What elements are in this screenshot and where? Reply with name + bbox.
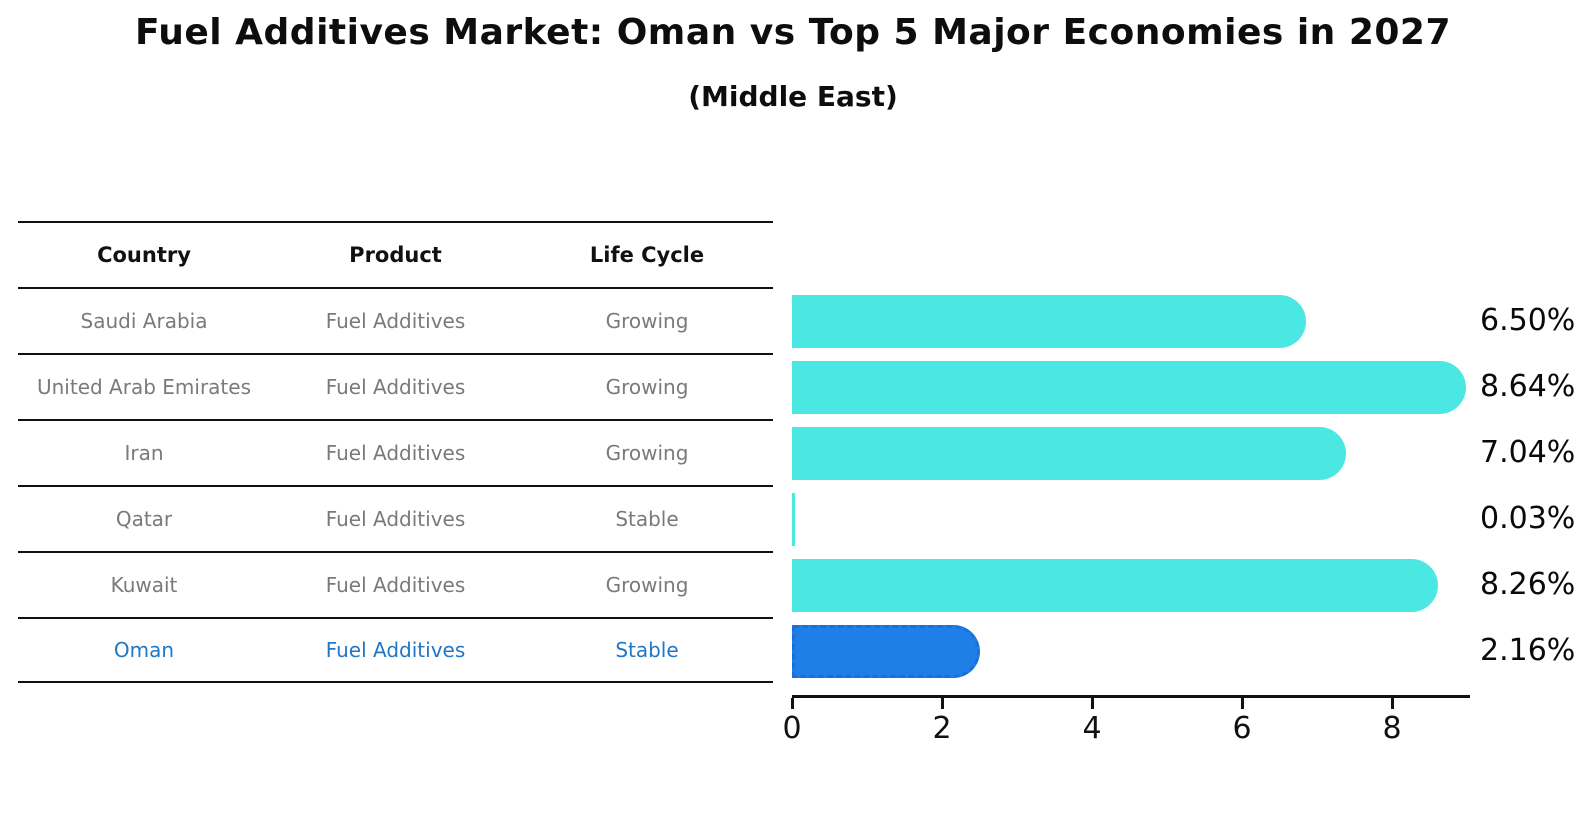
table-row: United Arab Emirates Fuel Additives Growin… bbox=[18, 353, 773, 419]
bar-oman bbox=[792, 624, 980, 678]
cell-life-cycle: Stable bbox=[615, 507, 679, 531]
value-label: 8.64% bbox=[1480, 369, 1576, 404]
page-title: Fuel Additives Market: Oman vs Top 5 Maj… bbox=[134, 12, 1452, 53]
column-header-country: Country bbox=[97, 243, 191, 267]
cell-life-cycle: Growing bbox=[605, 441, 689, 465]
cell-product: Fuel Additives bbox=[325, 375, 466, 399]
bar-qatar bbox=[792, 492, 795, 546]
cell-product: Fuel Additives bbox=[325, 638, 466, 662]
cell-country: Iran bbox=[124, 441, 164, 465]
table-row: Qatar Fuel Additives Stable bbox=[18, 485, 773, 551]
table-row: Saudi Arabia Fuel Additives Growing bbox=[18, 287, 773, 353]
country-data-table: Country Product Life Cycle Saudi Arabia F… bbox=[18, 221, 773, 683]
column-header-life-cycle: Life Cycle bbox=[589, 243, 705, 267]
cell-life-cycle: Stable bbox=[615, 638, 679, 662]
column-header-product: Product bbox=[349, 243, 442, 267]
x-axis-tick-label: 8 bbox=[1382, 711, 1402, 746]
cell-life-cycle: Growing bbox=[605, 375, 689, 399]
bar-united-arab-emirates bbox=[792, 360, 1466, 414]
value-label: 0.03% bbox=[1480, 501, 1576, 536]
value-label: 8.26% bbox=[1480, 567, 1576, 602]
x-axis-tick bbox=[790, 698, 794, 709]
table-row: Iran Fuel Additives Growing bbox=[18, 419, 773, 485]
cell-country: United Arab Emirates bbox=[36, 375, 251, 399]
x-axis-tick bbox=[1240, 698, 1244, 709]
table-header-row: Country Product Life Cycle bbox=[18, 221, 773, 287]
value-label: 7.04% bbox=[1480, 435, 1576, 470]
x-axis-tick-label: 4 bbox=[1082, 711, 1102, 746]
cell-country: Qatar bbox=[115, 507, 173, 531]
cell-life-cycle: Growing bbox=[605, 573, 689, 597]
cell-country: Oman bbox=[113, 638, 175, 662]
bar-kuwait bbox=[792, 558, 1438, 612]
table-row: Oman Fuel Additives Stable bbox=[18, 617, 773, 683]
x-axis-tick-label: 2 bbox=[932, 711, 952, 746]
cell-product: Fuel Additives bbox=[325, 441, 466, 465]
x-axis-tick-label: 0 bbox=[782, 711, 802, 746]
cell-country: Kuwait bbox=[110, 573, 178, 597]
x-axis-tick-label: 6 bbox=[1232, 711, 1252, 746]
cell-life-cycle: Growing bbox=[605, 309, 689, 333]
cell-product: Fuel Additives bbox=[325, 507, 466, 531]
bar-saudi-arabia bbox=[792, 294, 1306, 348]
x-axis-tick bbox=[1390, 698, 1394, 709]
bar-iran bbox=[792, 426, 1346, 480]
x-axis-tick bbox=[940, 698, 944, 709]
cell-country: Saudi Arabia bbox=[80, 309, 208, 333]
cell-product: Fuel Additives bbox=[325, 309, 466, 333]
x-axis-tick bbox=[1090, 698, 1094, 709]
x-axis-line bbox=[792, 695, 1470, 698]
table-row: Kuwait Fuel Additives Growing bbox=[18, 551, 773, 617]
page-subtitle: (Middle East) bbox=[688, 80, 898, 113]
value-label: 2.16% bbox=[1480, 633, 1576, 668]
value-label: 6.50% bbox=[1480, 303, 1576, 338]
cell-product: Fuel Additives bbox=[325, 573, 466, 597]
